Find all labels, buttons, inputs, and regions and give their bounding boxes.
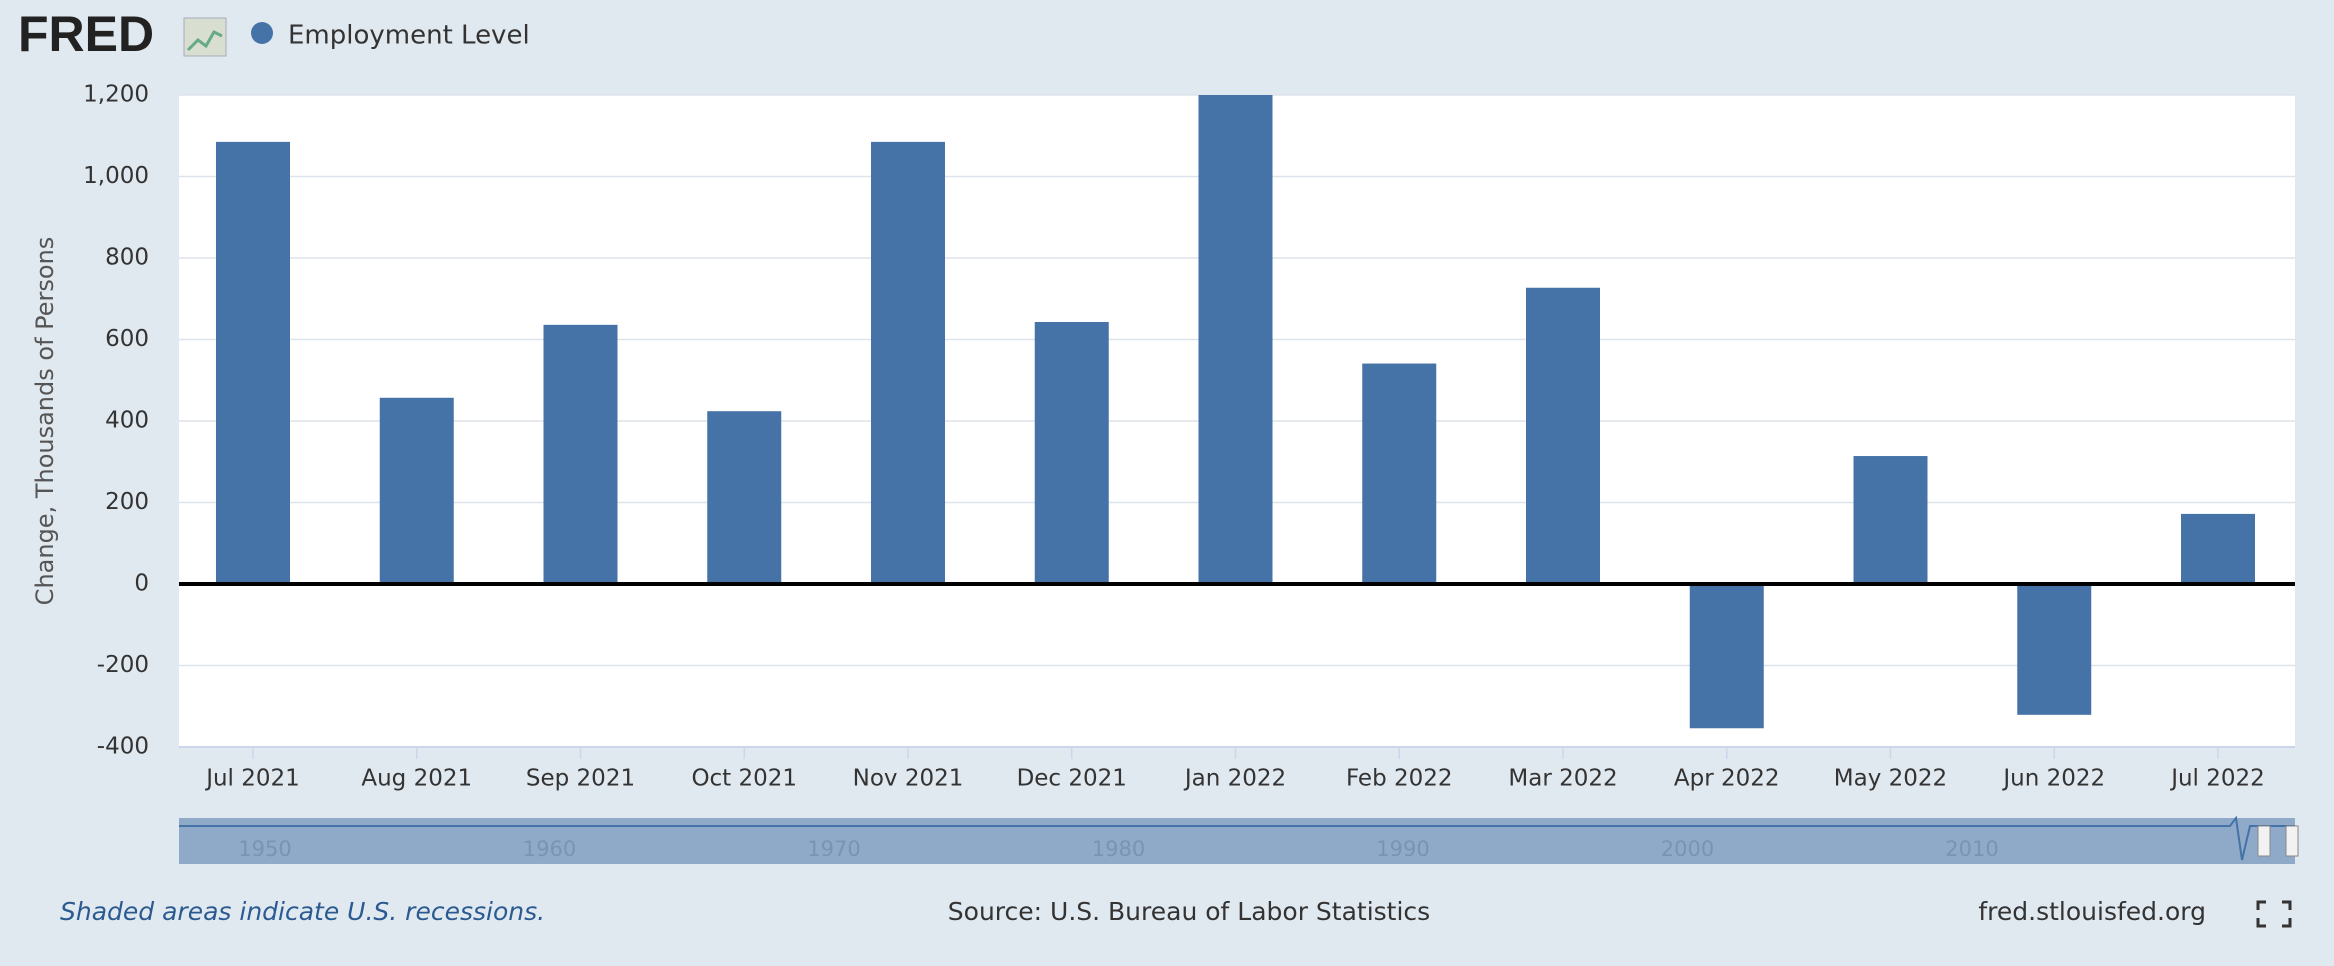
x-tick-label: Oct 2021 [691, 766, 797, 792]
bar [379, 397, 454, 584]
legend-marker [251, 22, 273, 44]
bar [1853, 456, 1928, 584]
x-tick-label: Sep 2021 [526, 766, 635, 792]
navigator-year: 2000 [1661, 837, 1714, 861]
legend-label[interactable]: Employment Level [288, 21, 530, 51]
bar [216, 141, 290, 585]
navigator-year: 1960 [523, 837, 576, 861]
x-tick-label: Nov 2021 [853, 766, 964, 792]
navigator-year: 1980 [1092, 837, 1145, 861]
bar [1362, 363, 1437, 584]
navigator-year: 1990 [1376, 837, 1429, 861]
y-tick-label: 400 [105, 408, 149, 434]
x-tick-label: Dec 2021 [1017, 766, 1127, 792]
bar [1034, 321, 1109, 584]
navigator-year: 1950 [238, 837, 291, 861]
source: Source: U.S. Bureau of Labor Statistics [948, 897, 1430, 926]
bar [707, 411, 782, 584]
y-tick-label: -400 [97, 734, 149, 760]
x-tick-label: Jul 2022 [2169, 766, 2265, 792]
y-tick-label: 200 [105, 489, 149, 515]
y-tick-label: 0 [134, 571, 149, 597]
y-tick-label: 800 [105, 245, 149, 271]
y-tick-label: 600 [105, 326, 149, 352]
site-link[interactable]: fred.stlouisfed.org [1978, 897, 2206, 926]
navigator-year: 2010 [1945, 837, 1998, 861]
x-tick-label: May 2022 [1834, 766, 1947, 792]
navigator-year: 1970 [807, 837, 860, 861]
x-tick-label: Jul 2021 [204, 766, 300, 792]
y-axis-label: Change, Thousands of Persons [31, 237, 59, 606]
navigator-handle[interactable] [2285, 825, 2299, 857]
navigator-handle[interactable] [2257, 825, 2271, 857]
x-tick-label: Mar 2022 [1508, 766, 1617, 792]
bar [2017, 584, 2092, 715]
bar [1526, 287, 1600, 584]
logo: FRED [18, 6, 154, 62]
x-tick-label: Jan 2022 [1183, 766, 1286, 792]
y-tick-label: 1,000 [83, 163, 149, 189]
recession-note: Shaded areas indicate U.S. recessions. [60, 897, 545, 926]
bar [543, 324, 618, 584]
fullscreen-button[interactable] [2256, 900, 2292, 928]
bar [1689, 584, 1764, 729]
x-tick-label: Feb 2022 [1346, 766, 1453, 792]
y-tick-label: -200 [97, 652, 149, 678]
x-tick-label: Apr 2022 [1674, 766, 1780, 792]
logo-line [186, 30, 223, 52]
logo-icon [183, 17, 227, 57]
y-tick-label: 1,200 [83, 82, 149, 108]
bar [1198, 95, 1273, 584]
bar [2181, 513, 2255, 584]
bar [871, 141, 945, 585]
x-tick-label: Jun 2022 [2001, 766, 2105, 792]
x-tick-label: Aug 2021 [361, 766, 472, 792]
